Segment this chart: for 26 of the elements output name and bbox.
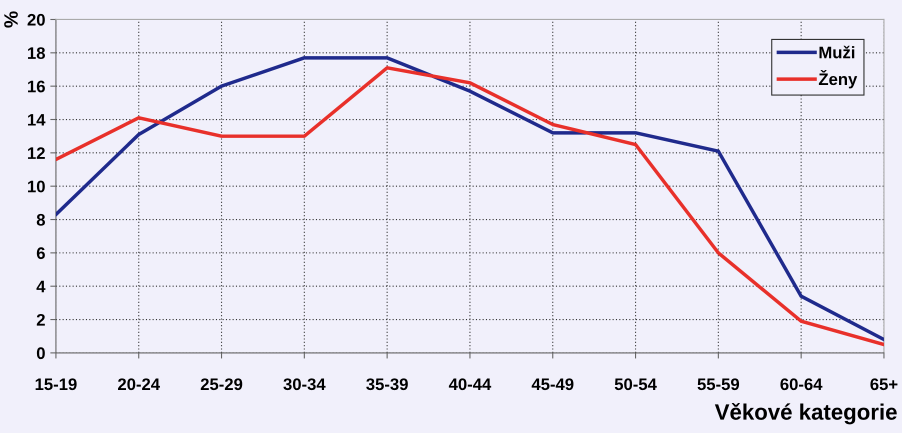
legend-label: Muži	[820, 46, 854, 58]
x-tick-label: 35-39	[366, 378, 408, 390]
x-tick-label: 55-59	[698, 378, 740, 390]
y-axis-title: %	[4, 11, 18, 28]
x-tick-label: 40-44	[448, 378, 492, 390]
y-tick-label: 2	[36, 314, 45, 326]
y-tick-label: 0	[36, 347, 45, 360]
x-tick-label: 25-29	[200, 378, 242, 390]
x-tick-label: 30-34	[283, 378, 326, 390]
y-tick-label: 4	[36, 280, 46, 292]
y-tick-label: 18	[28, 47, 45, 60]
x-axis-title: Věkové kategorie	[714, 403, 897, 424]
y-tick-label: 12	[28, 147, 45, 159]
y-tick-label: 8	[36, 214, 45, 226]
x-tick-label: 20-24	[118, 378, 160, 390]
y-tick-label: 6	[36, 247, 45, 260]
y-tick-label: 14	[28, 114, 46, 126]
x-tick-label: 65+	[870, 378, 898, 390]
y-tick-label: 10	[28, 180, 45, 192]
x-tick-label: 50-54	[614, 378, 657, 390]
legend-label: Ženy	[818, 70, 858, 88]
x-tick-label: 60-64	[780, 378, 822, 390]
y-tick-label: 16	[28, 80, 45, 92]
x-tick-label: 45-49	[532, 378, 574, 390]
x-tick-label: 15-19	[36, 378, 77, 390]
y-tick-label: 20	[28, 14, 45, 26]
